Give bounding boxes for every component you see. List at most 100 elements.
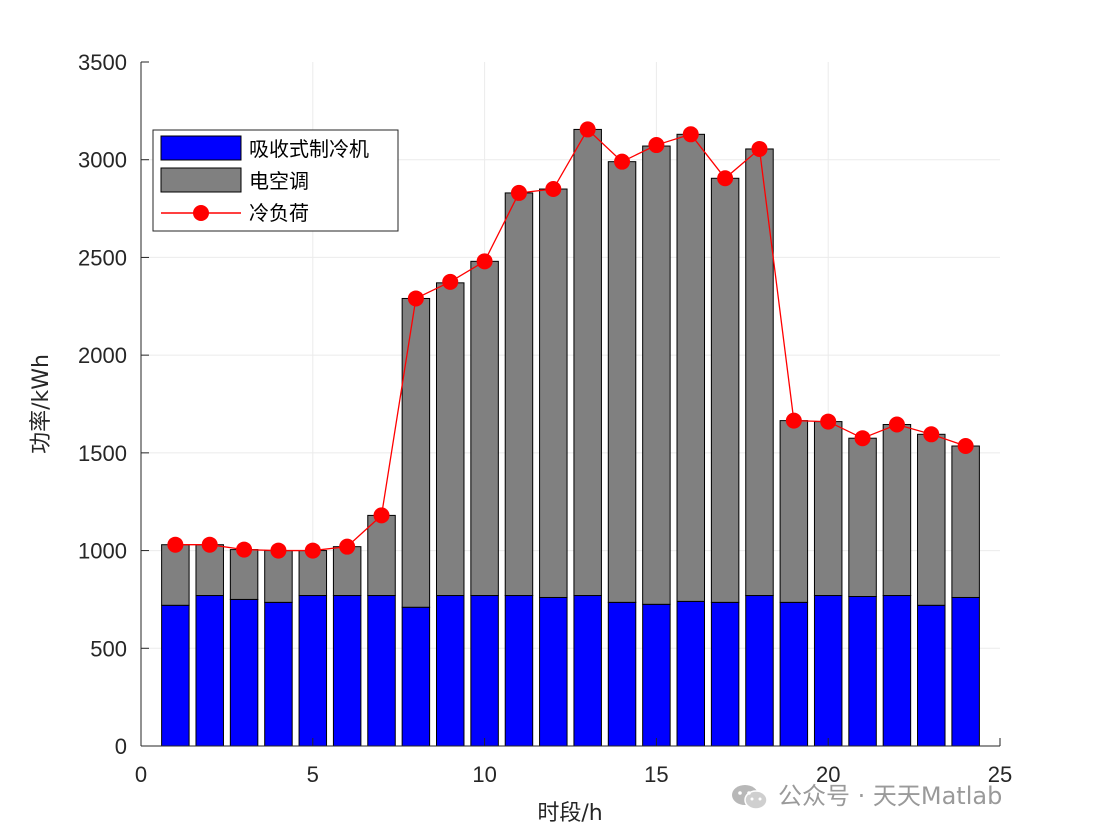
legend-swatch-ac bbox=[160, 167, 242, 193]
x-tick-label-5: 25 bbox=[988, 762, 1012, 787]
legend-label-load: 冷负荷 bbox=[249, 201, 309, 225]
load-point-19 bbox=[785, 412, 802, 429]
bar-ac-8 bbox=[401, 297, 431, 608]
legend-swatch-absorption bbox=[160, 135, 242, 161]
load-point-11 bbox=[510, 184, 527, 201]
bar-absorption-4 bbox=[264, 601, 293, 747]
bar-absorption-13 bbox=[573, 595, 602, 747]
load-point-7 bbox=[373, 507, 390, 524]
load-point-24 bbox=[957, 438, 974, 455]
wechat-icon bbox=[730, 782, 770, 812]
y-tick-label-2: 1000 bbox=[78, 539, 127, 564]
bar-absorption-8 bbox=[401, 606, 431, 747]
x-tick-label-4: 20 bbox=[816, 762, 840, 787]
bar-absorption-15 bbox=[642, 603, 671, 747]
bar-ac-10 bbox=[470, 260, 499, 597]
bar-absorption-22 bbox=[882, 595, 912, 747]
bar-absorption-5 bbox=[298, 595, 328, 747]
bar-ac-9 bbox=[435, 282, 465, 597]
bar-absorption-6 bbox=[332, 595, 362, 747]
bar-absorption-2 bbox=[195, 595, 224, 747]
bar-ac-16 bbox=[676, 133, 706, 602]
y-tick-label-7: 3500 bbox=[78, 50, 127, 75]
y-tick-label-6: 3000 bbox=[78, 148, 127, 173]
bar-ac-19 bbox=[779, 420, 809, 603]
tick-labels: 0 5 10 15 20 25 0 500 1000 1500 2000 2500 3000 3500 bbox=[78, 50, 1012, 787]
legend: 吸收式制冷机 电空调 冷负荷 bbox=[152, 129, 399, 232]
load-point-2 bbox=[201, 536, 218, 553]
bar-absorption-11 bbox=[504, 595, 534, 747]
x-axis-label: 时段/h bbox=[537, 801, 602, 826]
bar-ac-7 bbox=[367, 514, 396, 597]
y-tick-label-3: 1500 bbox=[78, 441, 127, 466]
load-point-9 bbox=[442, 273, 459, 290]
x-tick-label-1: 5 bbox=[307, 762, 319, 787]
load-point-6 bbox=[339, 538, 356, 555]
load-point-13 bbox=[579, 121, 596, 138]
bar-ac-17 bbox=[710, 177, 740, 603]
bar-ac-11 bbox=[504, 192, 534, 597]
bar-absorption-24 bbox=[951, 596, 980, 747]
bar-ac-4 bbox=[264, 550, 293, 603]
bar-absorption-3 bbox=[229, 598, 259, 747]
y-tick-label-1: 500 bbox=[90, 636, 127, 661]
bar-ac-3 bbox=[229, 549, 259, 600]
load-point-8 bbox=[407, 290, 424, 307]
load-point-18 bbox=[751, 140, 768, 157]
load-point-1 bbox=[167, 536, 184, 553]
y-axis-label: 功率/kWh bbox=[29, 354, 54, 454]
load-point-22 bbox=[888, 416, 905, 433]
load-point-23 bbox=[923, 426, 940, 443]
load-point-17 bbox=[717, 170, 734, 187]
bar-ac-13 bbox=[573, 128, 602, 597]
bar-absorption-12 bbox=[539, 596, 568, 747]
legend-swatch-load-marker bbox=[193, 205, 209, 221]
load-point-20 bbox=[820, 413, 837, 430]
bar-ac-5 bbox=[298, 550, 328, 597]
bars bbox=[161, 128, 980, 747]
bar-absorption-10 bbox=[470, 595, 499, 747]
bar-absorption-9 bbox=[435, 595, 465, 747]
bar-absorption-21 bbox=[848, 595, 877, 747]
y-tick-label-4: 2000 bbox=[78, 343, 127, 368]
bar-ac-23 bbox=[917, 433, 946, 606]
load-line bbox=[167, 121, 974, 559]
y-tick-label-5: 2500 bbox=[78, 245, 127, 270]
bar-absorption-7 bbox=[367, 595, 396, 747]
bar-absorption-17 bbox=[710, 601, 740, 747]
bar-absorption-20 bbox=[813, 595, 843, 747]
legend-label-ac: 电空调 bbox=[249, 169, 309, 193]
axes bbox=[140, 61, 1001, 747]
bar-ac-15 bbox=[642, 145, 671, 605]
load-point-4 bbox=[270, 542, 287, 559]
bar-ac-24 bbox=[951, 445, 980, 598]
load-point-21 bbox=[854, 430, 871, 447]
load-point-3 bbox=[236, 541, 253, 558]
bar-absorption-19 bbox=[779, 601, 809, 747]
bar-absorption-18 bbox=[745, 595, 774, 747]
bar-absorption-1 bbox=[161, 604, 190, 747]
bar-ac-6 bbox=[332, 546, 362, 597]
bar-ac-2 bbox=[195, 544, 224, 597]
load-point-15 bbox=[648, 137, 665, 154]
bar-ac-22 bbox=[882, 424, 912, 597]
load-point-14 bbox=[614, 153, 631, 170]
watermark: 公众号 · 天天Matlab bbox=[730, 776, 1002, 812]
bar-ac-20 bbox=[813, 421, 843, 597]
bar-ac-18 bbox=[745, 148, 774, 597]
load-point-10 bbox=[476, 253, 493, 270]
bar-ac-12 bbox=[539, 188, 568, 598]
bar-ac-1 bbox=[161, 544, 190, 606]
load-point-5 bbox=[304, 542, 321, 559]
load-point-16 bbox=[682, 126, 699, 143]
load-point-12 bbox=[545, 181, 562, 198]
x-tick-label-2: 10 bbox=[472, 762, 496, 787]
bar-absorption-23 bbox=[917, 604, 946, 747]
bar-ac-14 bbox=[607, 161, 637, 603]
legend-label-absorption: 吸收式制冷机 bbox=[249, 137, 369, 161]
watermark-text: 公众号 · 天天Matlab bbox=[778, 782, 1003, 810]
bar-ac-21 bbox=[848, 437, 877, 597]
y-tick-label-0: 0 bbox=[115, 734, 127, 759]
x-tick-label-3: 15 bbox=[644, 762, 668, 787]
